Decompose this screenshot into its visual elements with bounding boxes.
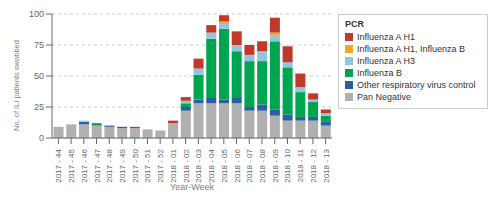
svg-text:2017 - 50: 2017 - 50	[131, 148, 140, 182]
svg-text:25: 25	[34, 102, 44, 112]
svg-text:2017 - 48: 2017 - 48	[105, 148, 114, 182]
svg-text:2017 - 51: 2017 - 51	[143, 148, 152, 182]
svg-text:2017 - 46: 2017 - 46	[80, 148, 89, 182]
svg-text:2018 - 11: 2018 - 11	[296, 148, 305, 182]
svg-text:100: 100	[29, 9, 44, 19]
svg-text:2017 - 47: 2017 - 47	[93, 148, 102, 182]
svg-text:2018 - 10: 2018 - 10	[283, 148, 292, 182]
svg-text:2018 - 09: 2018 - 09	[271, 148, 280, 182]
svg-text:2018 - 13: 2018 - 13	[322, 148, 331, 182]
svg-text:2018 - 06: 2018 - 06	[233, 148, 242, 182]
svg-text:75: 75	[34, 40, 44, 50]
svg-text:2018 - 07: 2018 - 07	[245, 148, 254, 182]
svg-text:2018 - 03: 2018 - 03	[194, 148, 203, 182]
html-text:Influenza A H3: Influenza A H3	[357, 56, 415, 66]
html-text:Other respiratory virus contro: Other respiratory virus control	[357, 80, 476, 90]
svg-text:2018 - 05: 2018 - 05	[220, 148, 229, 182]
svg-text:2018 - 04: 2018 - 04	[207, 148, 216, 182]
html-text:PCR: PCR	[345, 19, 364, 29]
svg-text:2017 - 44: 2017 - 44	[54, 148, 63, 182]
html-text:Influenza B: Influenza B	[357, 68, 402, 78]
svg-text:2018 - 08: 2018 - 08	[258, 148, 267, 182]
html-text:Influenza A H1, Influenza B: Influenza A H1, Influenza B	[357, 44, 466, 54]
html-text:Pan Negative: Pan Negative	[357, 92, 411, 102]
svg-text:2018 - 01: 2018 - 01	[169, 148, 178, 182]
svg-text:Year-Week: Year-Week	[170, 182, 215, 190]
html-text:Influenza A H1: Influenza A H1	[357, 32, 415, 42]
svg-text:2018 - 12: 2018 - 12	[309, 148, 318, 182]
svg-text:2017 - 49: 2017 - 49	[118, 148, 127, 182]
svg-text:50: 50	[34, 71, 44, 81]
svg-text:2017 - 52: 2017 - 52	[156, 148, 165, 182]
svg-text:No. of ILI patients swabbed: No. of ILI patients swabbed	[12, 40, 21, 131]
svg-text:0: 0	[39, 133, 44, 143]
svg-text:2018 - 02: 2018 - 02	[182, 148, 191, 182]
svg-text:2017 - 45: 2017 - 45	[67, 148, 76, 182]
